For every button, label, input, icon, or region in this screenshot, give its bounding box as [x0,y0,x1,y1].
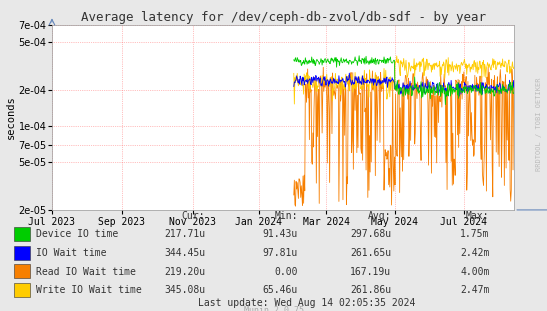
Text: 1.75m: 1.75m [460,229,490,239]
Title: Average latency for /dev/ceph-db-zvol/db-sdf - by year: Average latency for /dev/ceph-db-zvol/db… [80,11,486,24]
Text: RRDTOOL / TOBI OETIKER: RRDTOOL / TOBI OETIKER [536,78,542,171]
Text: Min:: Min: [275,211,298,221]
Text: Device IO time: Device IO time [36,229,118,239]
Text: IO Wait time: IO Wait time [36,248,106,258]
Text: Write IO Wait time: Write IO Wait time [36,285,141,295]
Text: 344.45u: 344.45u [164,248,205,258]
Text: 0.00: 0.00 [275,267,298,276]
Text: Read IO Wait time: Read IO Wait time [36,267,136,276]
Text: 217.71u: 217.71u [164,229,205,239]
Text: 91.43u: 91.43u [263,229,298,239]
Text: 4.00m: 4.00m [460,267,490,276]
Text: 167.19u: 167.19u [350,267,391,276]
Text: 65.46u: 65.46u [263,285,298,295]
Y-axis label: seconds: seconds [5,95,15,139]
Text: 2.47m: 2.47m [460,285,490,295]
Text: 261.65u: 261.65u [350,248,391,258]
Text: 2.42m: 2.42m [460,248,490,258]
Text: Avg:: Avg: [368,211,391,221]
Text: Last update: Wed Aug 14 02:05:35 2024: Last update: Wed Aug 14 02:05:35 2024 [197,298,415,308]
Text: Munin 2.0.75: Munin 2.0.75 [243,305,304,311]
Text: 345.08u: 345.08u [164,285,205,295]
Text: 219.20u: 219.20u [164,267,205,276]
Text: Max:: Max: [466,211,490,221]
Text: 97.81u: 97.81u [263,248,298,258]
Text: Cur:: Cur: [182,211,205,221]
Text: 297.68u: 297.68u [350,229,391,239]
Text: 261.86u: 261.86u [350,285,391,295]
